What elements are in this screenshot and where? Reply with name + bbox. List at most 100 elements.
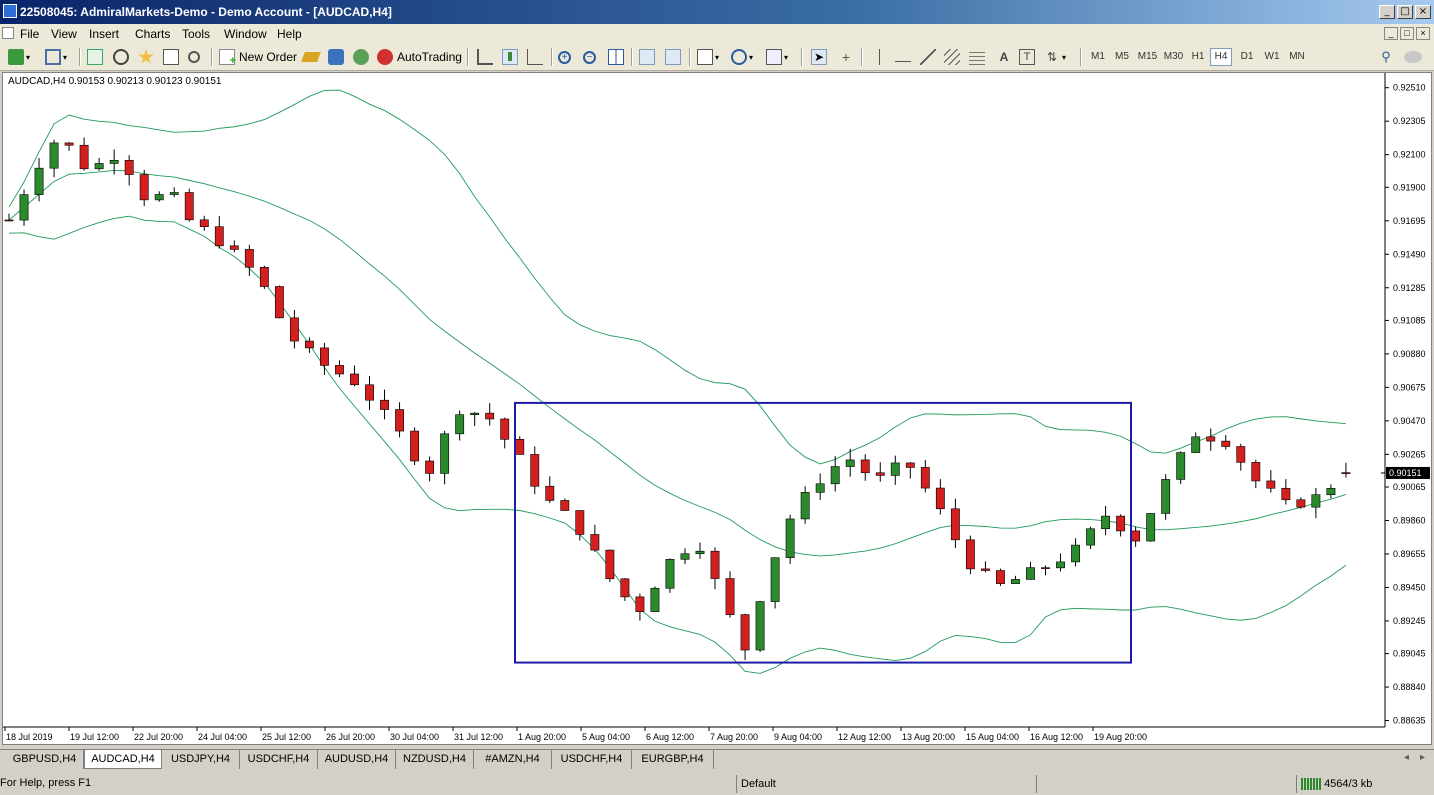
tabs-scroll-left-icon[interactable]: ◂ bbox=[1404, 752, 1410, 763]
candle-body bbox=[244, 249, 254, 268]
time-tick-label: 13 Aug 20:00 bbox=[902, 732, 955, 742]
menu-charts[interactable]: Charts bbox=[135, 27, 171, 41]
candle-body bbox=[875, 472, 885, 476]
autotrading-button[interactable]: AutoTrading bbox=[377, 47, 462, 67]
menu-tools[interactable]: Tools bbox=[182, 27, 211, 41]
bar-chart-button[interactable] bbox=[477, 47, 493, 67]
zoom-in-button[interactable]: + bbox=[558, 47, 571, 67]
templates-button[interactable]: ▾ bbox=[766, 47, 788, 67]
vertical-line-button[interactable] bbox=[872, 47, 880, 67]
timeframe-m5[interactable]: M5 bbox=[1115, 51, 1129, 62]
market-button[interactable] bbox=[353, 47, 369, 67]
tab-eurgbp[interactable]: EURGBP,H4 bbox=[632, 750, 714, 769]
candle-body bbox=[665, 559, 675, 589]
price-tick-label: 0.91900 bbox=[1393, 182, 1426, 192]
periods-button[interactable]: ▾ bbox=[731, 47, 753, 67]
timeframe-mn[interactable]: MN bbox=[1289, 51, 1305, 62]
menu-view[interactable]: View bbox=[51, 27, 77, 41]
candle-body bbox=[710, 550, 720, 579]
globe-icon bbox=[353, 49, 369, 65]
tab-amzn[interactable]: #AMZN,H4 bbox=[474, 750, 552, 769]
tab-audusd[interactable]: AUDUSD,H4 bbox=[318, 750, 396, 769]
indicators-button[interactable]: ▾ bbox=[697, 47, 719, 67]
tab-usdchf-2[interactable]: USDCHF,H4 bbox=[552, 750, 632, 769]
timeframe-m1[interactable]: M1 bbox=[1091, 51, 1105, 62]
zoom-out-button[interactable]: − bbox=[583, 47, 596, 67]
menu-help[interactable]: Help bbox=[277, 27, 302, 41]
tab-nzdusd[interactable]: NZDUSD,H4 bbox=[396, 750, 474, 769]
chat-button[interactable] bbox=[1404, 47, 1422, 67]
equidistant-channel-button[interactable] bbox=[944, 47, 960, 67]
menu-file[interactable]: File bbox=[20, 27, 40, 41]
tab-usdchf[interactable]: USDCHF,H4 bbox=[240, 750, 318, 769]
gold-bar-button[interactable] bbox=[301, 47, 321, 67]
new-chart-button[interactable]: ▾ bbox=[8, 47, 30, 67]
mdi-minimize-button[interactable]: _ bbox=[1384, 27, 1398, 40]
horizontal-line-button[interactable] bbox=[895, 47, 911, 67]
time-tick-label: 18 Jul 2019 bbox=[6, 732, 53, 742]
favorites-button[interactable] bbox=[138, 47, 154, 67]
price-tick-label: 0.90065 bbox=[1393, 482, 1426, 492]
price-tick-label: 0.90265 bbox=[1393, 449, 1426, 459]
tab-gbpusd[interactable]: GBPUSD,H4 bbox=[6, 750, 84, 769]
crosshair-button[interactable]: + bbox=[838, 47, 854, 67]
menu-insert[interactable]: Insert bbox=[89, 27, 120, 41]
mdi-restore-button[interactable]: □ bbox=[1400, 27, 1414, 40]
time-tick-label: 9 Aug 04:00 bbox=[774, 732, 822, 742]
candle-body bbox=[425, 460, 435, 474]
candle-body bbox=[19, 194, 29, 221]
autoscroll-button[interactable] bbox=[639, 47, 655, 67]
tab-usdjpy[interactable]: USDJPY,H4 bbox=[162, 750, 240, 769]
signals-button[interactable] bbox=[328, 47, 344, 67]
text-button[interactable]: A bbox=[996, 47, 1012, 67]
chart-window[interactable]: AUDCAD,H4 0.90153 0.90213 0.90123 0.9015… bbox=[2, 72, 1432, 745]
close-button[interactable]: × bbox=[1415, 5, 1431, 19]
search-button[interactable]: ⚲ bbox=[1378, 47, 1394, 67]
timeframe-m15[interactable]: M15 bbox=[1137, 51, 1158, 62]
timeframe-d1[interactable]: D1 bbox=[1240, 51, 1254, 62]
navigator-button[interactable] bbox=[113, 47, 129, 67]
help-status: For Help, press F1 bbox=[0, 777, 92, 789]
text-label-button[interactable]: T bbox=[1019, 47, 1035, 67]
arrows-button[interactable]: ⇅ ▾ bbox=[1044, 47, 1066, 67]
time-tick-label: 19 Aug 20:00 bbox=[1094, 732, 1147, 742]
maximize-button[interactable]: □ bbox=[1397, 5, 1413, 19]
fibonacci-button[interactable] bbox=[969, 47, 985, 67]
candle-body bbox=[1086, 528, 1095, 546]
candlestick-button[interactable] bbox=[502, 47, 518, 67]
timeframe-w1[interactable]: W1 bbox=[1264, 51, 1280, 62]
candle-body bbox=[1161, 479, 1171, 514]
clock-icon bbox=[731, 49, 747, 65]
trendline-button[interactable] bbox=[920, 47, 936, 67]
candle-body bbox=[365, 384, 374, 401]
chart-shift-button[interactable] bbox=[665, 47, 681, 67]
line-chart-button[interactable] bbox=[527, 47, 543, 67]
market-watch-button[interactable] bbox=[87, 47, 103, 67]
candle-body bbox=[1041, 567, 1050, 569]
timeframe-h4[interactable]: H4 bbox=[1210, 48, 1232, 66]
menu-window[interactable]: Window bbox=[224, 27, 267, 41]
candle-body bbox=[154, 194, 164, 201]
timeframe-h1[interactable]: H1 bbox=[1191, 51, 1205, 62]
candle-body bbox=[530, 454, 540, 487]
candle-body bbox=[34, 167, 44, 195]
price-chart[interactable]: 0.92510 0.92305 0.92100 0.91900 0.91695 0.914… bbox=[3, 73, 1431, 744]
tab-audcad[interactable]: AUDCAD,H4 bbox=[84, 750, 162, 769]
tester-button[interactable] bbox=[188, 47, 200, 67]
menu-bar: File View Insert Charts Tools Window Hel… bbox=[0, 24, 1434, 44]
terminal-button[interactable] bbox=[163, 47, 179, 67]
tabs-scroll-right-icon[interactable]: ▸ bbox=[1420, 752, 1426, 763]
new-order-button[interactable]: + New Order bbox=[219, 47, 297, 67]
candle-body bbox=[920, 467, 930, 489]
profiles-button[interactable]: ▾ bbox=[45, 47, 67, 67]
status-panel-empty bbox=[1036, 775, 1296, 793]
candle-body bbox=[620, 578, 630, 598]
candle-body bbox=[785, 518, 795, 559]
tile-windows-button[interactable] bbox=[608, 47, 624, 67]
indicators-icon bbox=[697, 49, 713, 65]
price-tick-label: 0.91285 bbox=[1393, 283, 1426, 293]
minimize-button[interactable]: _ bbox=[1379, 5, 1395, 19]
mdi-close-button[interactable]: × bbox=[1416, 27, 1430, 40]
timeframe-m30[interactable]: M30 bbox=[1163, 51, 1184, 62]
cursor-button[interactable]: ➤ bbox=[811, 47, 827, 67]
